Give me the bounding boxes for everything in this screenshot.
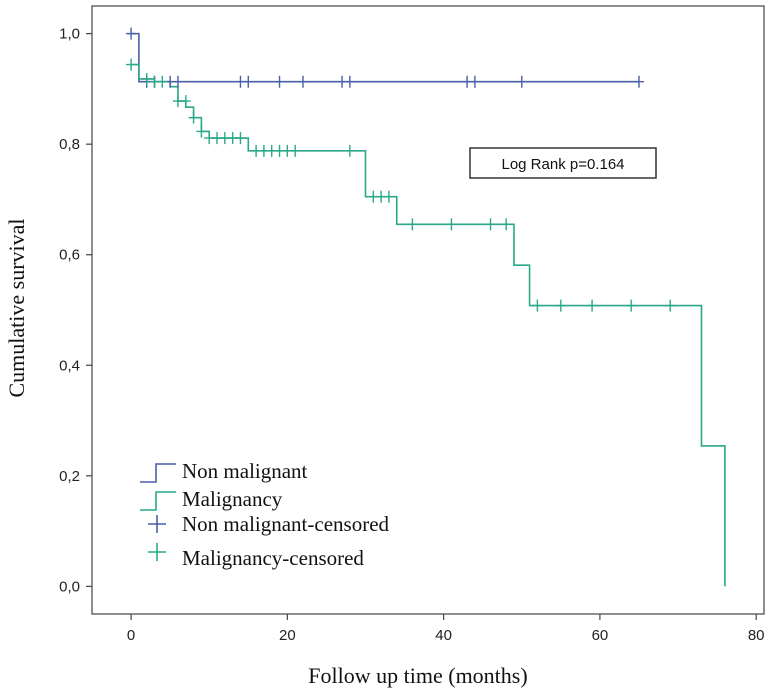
censor-mark-malignancy-18 [290, 144, 301, 157]
censor-mark-malignancy-6 [188, 111, 199, 124]
legend-marker-malignancy-censored [148, 543, 166, 561]
plot-frame [91, 5, 765, 615]
censor-mark-non-malignant-8 [297, 75, 308, 88]
censor-mark-malignancy-29 [587, 299, 598, 312]
censor-mark-non-malignant-10 [344, 75, 355, 88]
y-tick-label-3: 0,6 [59, 247, 80, 264]
censor-mark-non-malignant-6 [243, 75, 254, 88]
series-line-non-malignant [131, 32, 639, 83]
y-tick-label-1: 0,2 [59, 468, 80, 485]
censor-mark-malignancy-22 [383, 190, 394, 203]
censor-mark-malignancy-0 [126, 58, 137, 71]
censor-mark-malignancy-27 [532, 299, 543, 312]
y-tick-label-4: 0,8 [59, 136, 80, 153]
censor-mark-malignancy-5 [180, 95, 191, 108]
censor-mark-malignancy-1 [141, 72, 152, 85]
censor-mark-malignancy-24 [446, 218, 457, 231]
censor-mark-malignancy-12 [235, 132, 246, 145]
legend-marker-non-malignant-censored [148, 515, 166, 533]
censor-mark-malignancy-26 [501, 218, 512, 231]
censor-mark-malignancy-23 [407, 218, 418, 231]
censor-mark-malignancy-19 [344, 144, 355, 157]
x-tick-label-80: 80 [748, 627, 765, 644]
censor-mark-non-malignant-13 [516, 75, 527, 88]
censor-mark-non-malignant-14 [633, 75, 644, 88]
y-tick-label-2: 0,4 [59, 357, 80, 374]
censor-mark-non-malignant-0 [126, 27, 137, 40]
censor-mark-non-malignant-12 [469, 75, 480, 88]
y-tick-label-5: 1,0 [59, 26, 80, 43]
legend: Non malignant Malignancy Non malignant-c… [140, 459, 390, 570]
x-tick-label-20: 20 [279, 627, 296, 644]
legend-swatch-malignancy [140, 491, 176, 511]
censor-mark-non-malignant-7 [274, 75, 285, 88]
log-rank-annotation: Log Rank p=0.164 [469, 147, 657, 179]
legend-label-non-malignant: Non malignant [182, 459, 308, 483]
legend-label-non-malignant-censored: Non malignant-censored [182, 512, 390, 536]
censor-mark-non-malignant-4 [172, 75, 183, 88]
annotation-text: Log Rank p=0.164 [501, 156, 624, 173]
y-axis-title: Cumulative survival [4, 218, 29, 397]
x-tick-label-40: 40 [435, 627, 452, 644]
x-tick-label-60: 60 [592, 627, 609, 644]
legend-label-malignancy-censored: Malignancy-censored [182, 546, 364, 570]
censor-mark-malignancy-30 [626, 299, 637, 312]
censor-mark-malignancy-7 [196, 125, 207, 138]
censor-mark-malignancy-28 [555, 299, 566, 312]
censor-mark-malignancy-3 [157, 75, 168, 88]
censor-mark-malignancy-25 [485, 218, 496, 231]
x-tick-label-0: 0 [127, 627, 135, 644]
y-tick-label-0: 0,0 [59, 578, 80, 595]
censor-mark-malignancy-31 [665, 299, 676, 312]
annotation-box [469, 147, 657, 179]
legend-swatch-non-malignant [140, 463, 176, 483]
x-axis-title: Follow up time (months) [308, 663, 527, 688]
legend-label-malignancy: Malignancy [182, 487, 283, 511]
